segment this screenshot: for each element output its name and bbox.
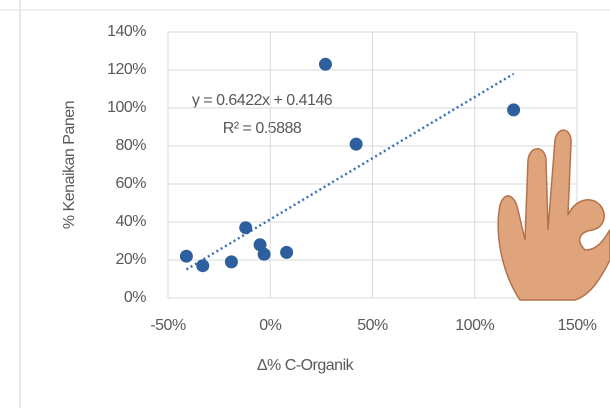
- y-tick-label: 120%: [107, 61, 146, 78]
- y-tick-label: 40%: [115, 213, 146, 230]
- data-point: [507, 103, 520, 116]
- y-tick-label: 20%: [115, 251, 146, 268]
- x-tick-label: 100%: [455, 317, 494, 334]
- x-tick-label: 50%: [357, 317, 388, 334]
- data-point: [239, 221, 252, 234]
- data-point: [258, 248, 271, 261]
- data-point: [319, 58, 332, 71]
- y-tick-label: 140%: [107, 23, 146, 40]
- y-tick-label: 0%: [124, 289, 146, 306]
- x-tick-label: -50%: [150, 317, 186, 334]
- background: [0, 0, 610, 408]
- y-tick-label: 80%: [115, 137, 146, 154]
- data-point: [280, 246, 293, 259]
- y-tick-label: 100%: [107, 99, 146, 116]
- data-point: [196, 259, 209, 272]
- y-tick-label: 60%: [115, 175, 146, 192]
- r-squared: R² = 0.5888: [223, 120, 302, 137]
- x-tick-label: 0%: [259, 317, 281, 334]
- data-point: [350, 138, 363, 151]
- y-axis-label: % Kenaikan Panen: [61, 101, 78, 229]
- chart: % Kenaikan Panen Δ% C-Organik y = 0.6422…: [0, 0, 610, 408]
- x-axis-label: Δ% C-Organik: [257, 357, 355, 374]
- x-tick-label: 150%: [558, 317, 597, 334]
- data-point: [225, 255, 238, 268]
- data-point: [180, 250, 193, 263]
- trend-equation: y = 0.6422x + 0.4146: [192, 92, 333, 109]
